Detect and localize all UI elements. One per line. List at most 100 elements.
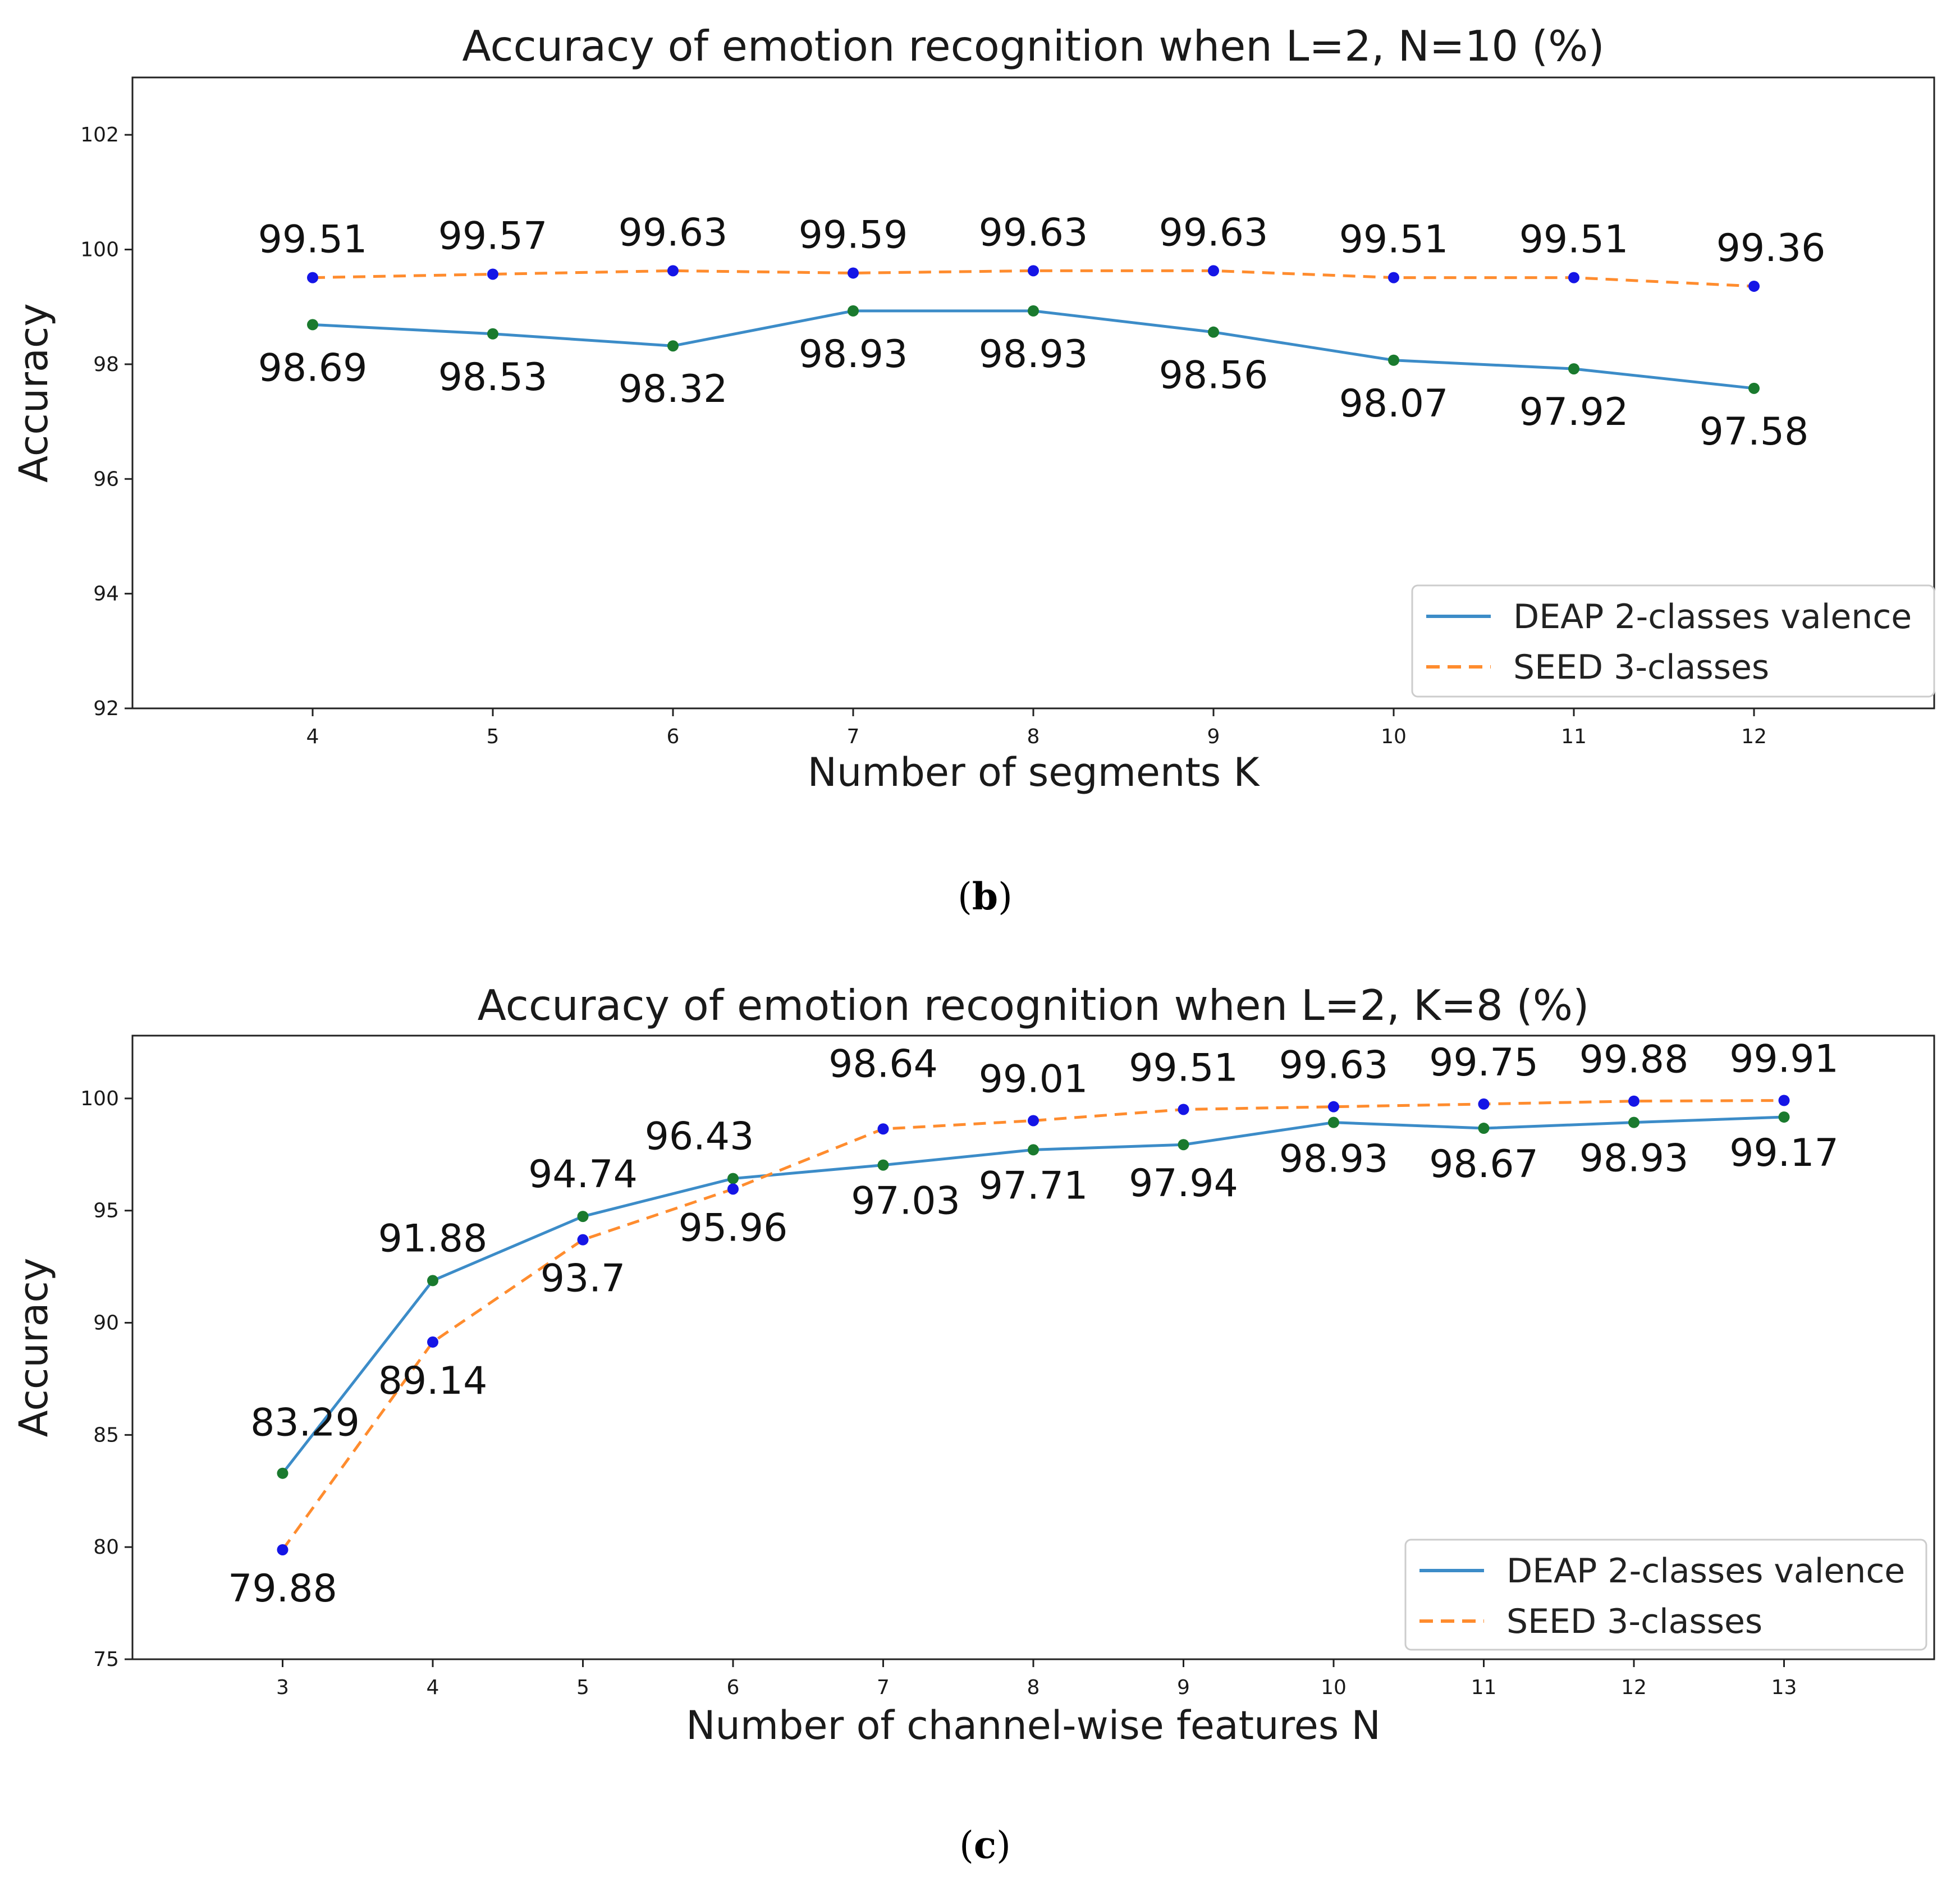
data-label-seed: 99.91 [1729,1037,1839,1081]
data-point-deap [727,1173,739,1184]
chart-c: Accuracy of emotion recognition when L=2… [11,981,1935,1867]
data-point-deap [1028,1144,1039,1156]
data-point-seed [487,268,498,280]
y-tick-label: 102 [80,123,119,147]
x-tick-label: 3 [276,1676,289,1699]
data-label-seed: 99.36 [1716,226,1826,271]
x-tick-label: 10 [1381,725,1407,748]
data-label-seed: 89.14 [378,1359,488,1403]
data-point-seed [1328,1101,1339,1113]
data-point-seed [427,1336,438,1348]
data-point-seed [277,1544,288,1555]
y-tick-label: 100 [80,1087,119,1110]
data-label-seed: 99.51 [1129,1046,1238,1090]
legend-label-deap: DEAP 2-classes valence [1506,1551,1905,1591]
y-axis-label: Accuracy [11,303,57,483]
data-point-seed [307,272,318,283]
data-label-seed: 99.63 [1279,1043,1389,1088]
data-label-seed: 99.75 [1429,1041,1538,1085]
data-label-deap: 98.32 [619,367,728,411]
data-point-seed [1028,265,1039,277]
data-point-seed [577,1234,589,1246]
x-tick-label: 7 [877,1676,890,1699]
data-label-deap: 99.17 [1729,1131,1839,1175]
legend-label-seed: SEED 3-classes [1506,1602,1762,1641]
data-label-seed: 93.7 [541,1257,625,1301]
x-tick-label: 13 [1771,1676,1797,1699]
data-point-seed [727,1183,739,1195]
data-point-seed [1028,1115,1039,1127]
x-tick-label: 12 [1741,725,1767,748]
data-label-seed: 99.59 [799,213,908,257]
data-point-seed [1388,272,1399,283]
data-point-deap [277,1467,288,1479]
x-tick-label: 7 [847,725,860,748]
figure-caption: (c) [959,1823,1011,1867]
data-label-deap: 97.94 [1129,1161,1238,1206]
data-point-seed [1178,1104,1189,1115]
y-tick-label: 98 [93,353,119,376]
data-point-deap [667,340,679,352]
figure-caption: (b) [958,875,1013,918]
data-label-seed: 99.63 [1159,210,1268,255]
data-label-deap: 98.67 [1429,1142,1538,1187]
data-label-deap: 97.71 [979,1164,1088,1208]
chart-title: Accuracy of emotion recognition when L=2… [478,981,1590,1030]
data-label-seed: 99.63 [979,210,1088,255]
data-point-seed [667,265,679,277]
y-tick-label: 95 [93,1200,119,1223]
chart-b: Accuracy of emotion recognition when L=2… [11,21,1935,918]
data-point-seed [1568,272,1579,283]
x-tick-label: 6 [667,725,680,748]
data-label-deap: 98.93 [1579,1137,1689,1181]
y-tick-label: 94 [93,583,119,606]
data-label-deap: 91.88 [378,1216,488,1261]
y-tick-label: 100 [80,239,119,262]
data-label-deap: 97.58 [1700,410,1809,454]
x-tick-label: 5 [487,725,500,748]
data-label-deap: 98.69 [258,346,368,390]
data-label-seed: 99.63 [619,210,728,255]
data-point-deap [1778,1111,1790,1123]
data-point-deap [877,1159,889,1171]
x-tick-label: 9 [1177,1676,1190,1699]
data-label-seed: 98.64 [828,1042,938,1086]
data-point-seed [1208,265,1219,277]
y-tick-label: 80 [93,1536,119,1559]
data-label-deap: 98.53 [438,355,548,400]
x-axis-label: Number of channel-wise features N [686,1702,1381,1748]
x-tick-label: 4 [427,1676,439,1699]
x-tick-label: 8 [1027,725,1040,748]
data-point-deap [1178,1139,1189,1151]
data-point-deap [1478,1123,1490,1134]
data-label-deap: 98.93 [1279,1137,1389,1182]
data-label-deap: 98.93 [799,332,908,377]
legend-box [1404,1539,1927,1651]
x-tick-label: 4 [306,725,319,748]
data-point-deap [1748,382,1760,394]
x-tick-label: 9 [1207,725,1220,748]
legend-label-seed: SEED 3-classes [1513,648,1769,687]
data-point-deap [1388,354,1399,366]
x-tick-label: 12 [1621,1676,1647,1699]
data-point-deap [1628,1116,1640,1128]
data-point-seed [1478,1098,1490,1110]
data-point-deap [487,328,498,340]
y-tick-label: 90 [93,1312,119,1335]
x-tick-label: 6 [727,1676,740,1699]
caption-letter: b [972,875,998,918]
x-tick-label: 5 [576,1676,589,1699]
y-axis-label: Accuracy [11,1258,57,1438]
data-label-seed: 99.57 [438,214,548,258]
data-label-seed: 79.88 [228,1567,337,1611]
data-label-deap: 94.74 [528,1152,638,1197]
data-label-deap: 97.03 [851,1179,960,1224]
y-tick-label: 92 [93,697,119,720]
data-label-deap: 97.92 [1519,390,1629,434]
data-point-deap [1208,326,1219,338]
x-axis-label: Number of segments K [808,749,1261,795]
legend-label-deap: DEAP 2-classes valence [1513,597,1912,637]
data-label-seed: 95.96 [679,1206,788,1250]
chart-title: Accuracy of emotion recognition when L=2… [462,21,1604,71]
data-label-seed: 99.51 [1519,218,1629,262]
